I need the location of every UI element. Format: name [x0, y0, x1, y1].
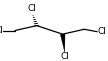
Text: Cl: Cl	[60, 52, 69, 61]
Text: Cl: Cl	[0, 26, 3, 35]
Text: Cl: Cl	[28, 4, 37, 13]
Polygon shape	[60, 34, 65, 52]
Text: Cl: Cl	[97, 27, 106, 36]
